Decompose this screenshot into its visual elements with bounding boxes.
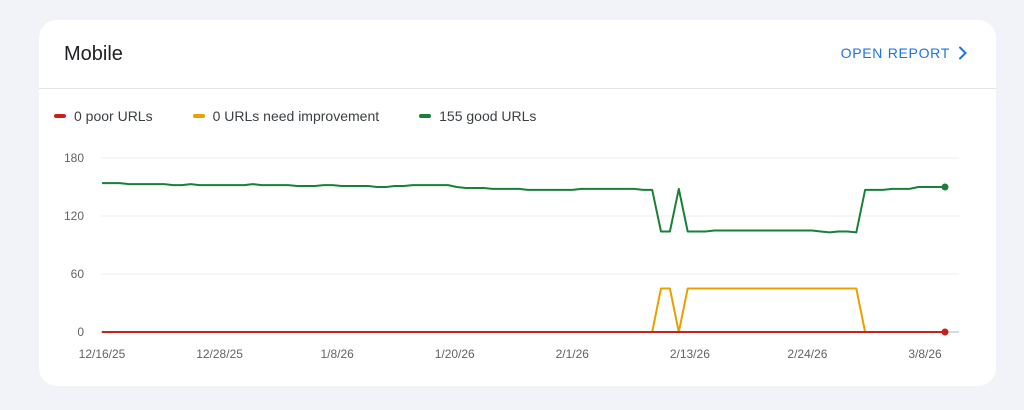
- open-report-label: OPEN REPORT: [840, 45, 950, 61]
- series-line-urls-need-improvement: [102, 287, 945, 333]
- open-report-link[interactable]: OPEN REPORT: [841, 45, 968, 61]
- y-tick-label: 120: [64, 209, 84, 223]
- x-tick-label: 12/28/25: [196, 347, 243, 361]
- legend-item-poor[interactable]: 0 poor URLs: [54, 108, 153, 124]
- legend-label-poor: 0 poor URLs: [74, 108, 153, 124]
- legend-label-needs-improvement: 0 URLs need improvement: [212, 108, 380, 124]
- x-tick-label: 2/1/26: [556, 347, 590, 361]
- chevron-right-icon: [958, 46, 968, 60]
- x-tick-label: 3/8/26: [908, 347, 942, 361]
- series-line-good-urls: [102, 182, 945, 234]
- x-tick-label: 12/16/25: [79, 347, 126, 361]
- series-end-point-good-urls: [941, 183, 949, 191]
- legend-swatch-poor: [54, 114, 66, 118]
- line-chart: 0 60 120 180 12/16/25 12/28/25 1/8/26 1/20/26 2/…: [64, 151, 959, 361]
- card-title: Mobile: [64, 43, 123, 65]
- x-tick-label: 1/8/26: [320, 347, 354, 361]
- legend-label-good: 155 good URLs: [439, 108, 537, 124]
- legend-item-good[interactable]: 155 good URLs: [419, 108, 536, 124]
- y-tick-label: 180: [64, 151, 84, 165]
- legend-swatch-good: [419, 114, 432, 118]
- x-tick-label: 1/20/26: [435, 347, 475, 361]
- chart-legend: 0 poor URLs 0 URLs need improvement 155 …: [54, 106, 576, 126]
- y-tick-label: 60: [71, 267, 85, 281]
- mobile-report-card: Mobile OPEN REPORT 0 poor URLs 0 URLs ne…: [39, 20, 996, 386]
- x-tick-label: 2/24/26: [787, 347, 827, 361]
- card-header: Mobile OPEN REPORT: [39, 20, 996, 89]
- series-end-point-poor-urls: [941, 328, 949, 336]
- legend-swatch-needs-improvement: [192, 114, 205, 118]
- x-tick-label: 2/13/26: [670, 347, 710, 361]
- y-tick-label: 0: [77, 325, 84, 339]
- legend-item-needs-improvement[interactable]: 0 URLs need improvement: [192, 108, 380, 124]
